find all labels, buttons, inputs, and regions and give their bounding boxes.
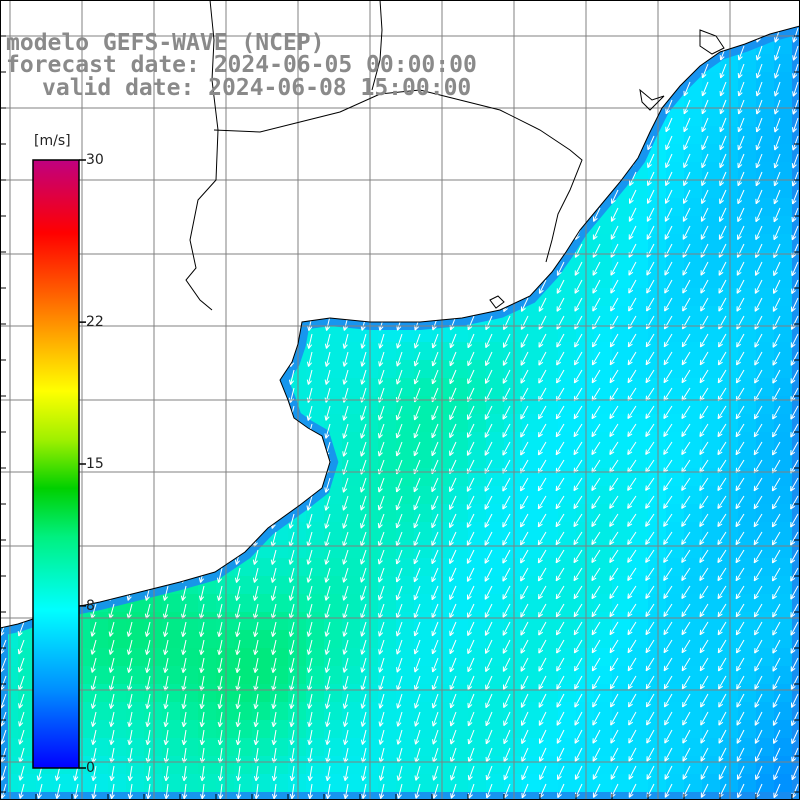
colorbar-gradient (32, 159, 80, 769)
coastline (0, 0, 800, 629)
model-title: modelo GEFS-WAVE (NCEP) (6, 30, 325, 56)
forecast-date: forecast date: 2024-06-05 00:00:00 (6, 52, 477, 78)
colorbar-tick-label: 22 (86, 314, 104, 331)
colorbar-tick-label: 30 (86, 152, 104, 168)
colorbar-tick-label: 0 (86, 760, 95, 776)
colorbar-unit: [m/s] (34, 133, 71, 149)
colorbar-tick-label: 8 (86, 597, 95, 614)
colorbar-tick-label: 15 (86, 456, 104, 472)
valid-date: valid date: 2024-06-08 15:00:00 (42, 75, 472, 101)
colorbar (32, 159, 86, 769)
